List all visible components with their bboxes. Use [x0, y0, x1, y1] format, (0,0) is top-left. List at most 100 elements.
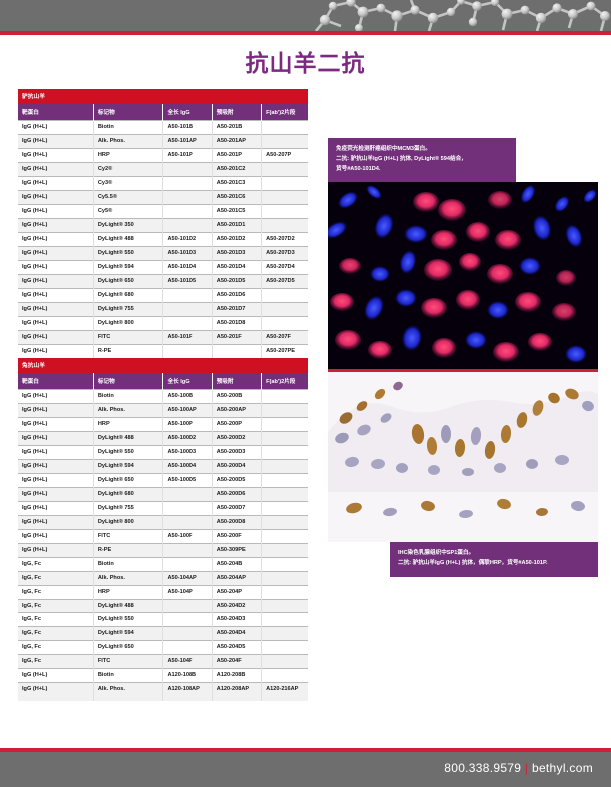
- table-cell: IgG (H+L): [18, 444, 94, 460]
- table-cell: [261, 133, 308, 149]
- table-cell: A50-100D4: [162, 458, 213, 474]
- table-cell: A50-104P: [162, 584, 213, 599]
- table-cell: Cy5®: [92, 203, 163, 219]
- table-cell: A50-100D2: [162, 430, 213, 446]
- table-cell: IgG (H+L): [18, 458, 94, 474]
- table-cell: Alk. Phos.: [92, 402, 163, 418]
- fluorescence-caption-line-3: 货号#A50-101D4.: [336, 165, 381, 172]
- header-divider-rule: [0, 31, 611, 35]
- table-cell: IgG (H+L): [18, 472, 94, 488]
- molecule-graphic-icon: [314, 0, 610, 31]
- table-cell: Biotin: [92, 388, 163, 404]
- table-cell: A50-101D2: [162, 231, 213, 247]
- table-cell: [261, 528, 308, 544]
- table-cell: A50-201D7: [211, 301, 262, 317]
- table-row: IgG (H+L) Alk. Phos. A120-108AP A120-208AP A…: [18, 682, 308, 702]
- table-row: IgG (H+L) HRP A50-100P A50-200P: [18, 416, 308, 432]
- table-cell: DyLight® 488: [92, 598, 163, 613]
- table-row: IgG (H+L) Biotin A50-101B A50-201B: [18, 120, 308, 135]
- table-cell: DyLight® 650: [92, 273, 163, 289]
- table-cell: HRP: [92, 416, 163, 432]
- table-cell: IgG (H+L): [18, 175, 94, 191]
- table-cell: A50-201D3: [211, 245, 262, 261]
- table-cell: IgG (H+L): [18, 273, 94, 289]
- table-cell: [261, 472, 308, 488]
- table-cell: [261, 598, 308, 613]
- table-cell: IgG (H+L): [18, 203, 94, 219]
- table-cell: A50-207D3: [261, 245, 308, 261]
- footer-website[interactable]: bethyl.com: [531, 761, 593, 775]
- table-cell: A50-200D5: [211, 472, 262, 488]
- page-title: 抗山羊二抗: [245, 51, 366, 77]
- column-header: 预吸附: [211, 104, 262, 121]
- table-cell: DyLight® 550: [92, 612, 163, 627]
- table-cell: [261, 486, 308, 502]
- fluorescence-caption-line-1: 免疫荧光检测肝癌组织中MCM3蛋白。: [336, 146, 431, 152]
- table-row: IgG, Fc DyLight® 594 A50-204D4: [18, 626, 308, 641]
- table-row: IgG, Fc DyLight® 550 A50-204D3: [18, 612, 308, 627]
- table-cell: [162, 598, 213, 613]
- table-cell: A50-207PE: [261, 343, 308, 358]
- table-cell: [162, 315, 213, 331]
- table-cell: [261, 388, 308, 404]
- table-cell: [162, 343, 213, 358]
- table-cell: [162, 217, 213, 233]
- table-row: IgG (H+L) Cy5.5® A50-201C6: [18, 189, 308, 205]
- table-cell: [261, 203, 308, 219]
- table-cell: IgG (H+L): [18, 147, 94, 163]
- table-row: IgG (H+L) Cy2® A50-201C2: [18, 161, 308, 177]
- table-cell: A50-201D2: [211, 231, 262, 247]
- table-cell: IgG (H+L): [18, 259, 94, 275]
- table-cell: A50-100B: [162, 388, 213, 404]
- table-row: IgG (H+L) FITC A50-100F A50-200F: [18, 528, 308, 544]
- table-cell: [261, 175, 308, 191]
- table-cell: [162, 301, 213, 317]
- table-cell: DyLight® 680: [92, 486, 163, 502]
- table-cell: [261, 542, 308, 558]
- table-cell: A50-207D5: [261, 273, 308, 289]
- table-cell: [261, 626, 308, 641]
- table-cell: A50-204F: [211, 654, 262, 669]
- column-header: F(ab')2片段: [261, 372, 308, 390]
- table-cell: DyLight® 550: [92, 245, 163, 261]
- table-cell: [261, 161, 308, 177]
- table-row: IgG (H+L) DyLight® 650 A50-101D5 A50-201D5 A…: [18, 273, 308, 289]
- table-cell: A50-204D2: [211, 598, 262, 613]
- table-cell: IgG (H+L): [18, 388, 94, 404]
- table-cell: A50-201C3: [211, 175, 262, 191]
- table-cell: IgG (H+L): [18, 486, 94, 502]
- table-cell: [261, 654, 308, 669]
- footer-divider-rule: [0, 748, 611, 752]
- product-tables: 驴抗山羊 靶蛋白 标记物 全长 IgG 预吸附 F(ab')2片段 IgG (H+L) Bio…: [18, 89, 308, 702]
- table-cell: A50-200D7: [211, 500, 262, 516]
- table-cell: [261, 570, 308, 586]
- ihc-micrograph: [328, 372, 598, 543]
- table-cell: [261, 458, 308, 474]
- ihc-caption: IHC染色乳腺组织中SP1蛋白。 二抗: 驴抗山羊IgG (H+L) 抗体，偶联…: [390, 542, 598, 577]
- table-row: IgG (H+L) FITC A50-101F A50-201F A50-207F: [18, 329, 308, 345]
- table-cell: A50-204D3: [211, 612, 262, 627]
- footer-contact: 800.338.9579 | bethyl.com: [444, 761, 593, 775]
- table-cell: IgG (H+L): [18, 343, 94, 358]
- ihc-caption-line-1: IHC染色乳腺组织中SP1蛋白。: [398, 550, 475, 557]
- column-header: 预吸附: [211, 372, 262, 390]
- table-cell: A50-101AP: [162, 133, 213, 149]
- table-cell: A50-100P: [162, 416, 213, 432]
- table-cell: IgG (H+L): [18, 528, 94, 544]
- table-cell: A120-108B: [162, 668, 213, 683]
- table-cell: A50-101P: [162, 147, 213, 163]
- table-cell: [261, 416, 308, 432]
- table-cell: IgG (H+L): [18, 315, 94, 331]
- table-cell: Biotin: [92, 668, 163, 683]
- footer-band: 800.338.9579 | bethyl.com: [0, 752, 611, 787]
- table-row: IgG (H+L) R-PE A50-207PE: [18, 343, 308, 358]
- table-cell: A50-207F: [261, 329, 308, 345]
- table-cell: [261, 217, 308, 233]
- table-cell: IgG (H+L): [18, 514, 94, 530]
- table-cell: Biotin: [92, 556, 163, 572]
- table-cell: A50-309PE: [211, 542, 262, 558]
- table-cell: IgG (H+L): [18, 430, 94, 446]
- table-cell: IgG, Fc: [18, 598, 94, 613]
- table-cell: [211, 343, 262, 358]
